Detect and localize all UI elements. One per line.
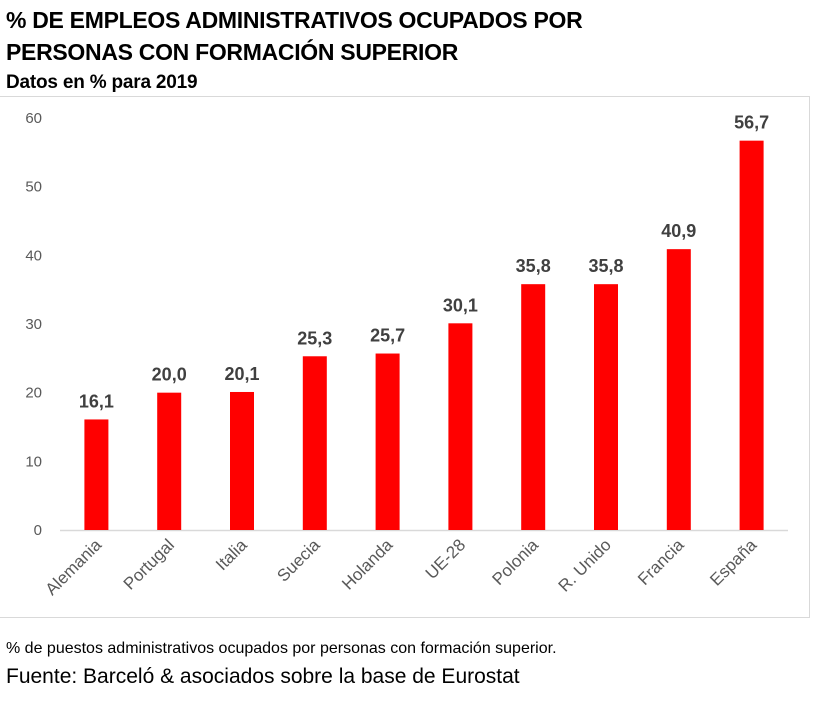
y-tick-label: 30 <box>25 316 42 333</box>
x-tick-label: Suecia <box>273 535 324 586</box>
bar <box>448 323 473 530</box>
data-label: 20,0 <box>152 365 187 385</box>
bar <box>84 419 109 530</box>
x-tick-label: Francia <box>634 535 688 589</box>
bar <box>594 284 618 530</box>
bar <box>666 249 691 531</box>
bar <box>521 284 546 530</box>
bar <box>739 140 764 530</box>
y-tick-label: 50 <box>25 179 42 196</box>
x-tick-label: UE-28 <box>422 535 470 583</box>
chart-title-line-2: PERSONAS CON FORMACIÓN SUPERIOR <box>6 39 459 65</box>
x-tick-label: Alemania <box>42 535 106 599</box>
chart-title-line-1: % DE EMPLEOS ADMINISTRATIVOS OCUPADOS PO… <box>6 7 583 33</box>
y-axis-ticks: 0 10 20 30 40 50 60 <box>25 110 42 539</box>
x-tick-label: Holanda <box>338 535 397 594</box>
data-label: 16,1 <box>79 391 114 411</box>
x-tick-label: Portugal <box>120 535 178 593</box>
data-label: 25,3 <box>297 328 332 348</box>
bars <box>84 140 764 531</box>
x-tick-label: R. Unido <box>555 535 615 595</box>
data-label: 35,8 <box>516 256 551 276</box>
chart-title: % DE EMPLEOS ADMINISTRATIVOS OCUPADOS PO… <box>6 4 583 68</box>
x-tick-label: España <box>706 535 761 590</box>
bar <box>157 392 182 530</box>
data-label: 25,7 <box>370 326 405 346</box>
bar <box>230 391 254 530</box>
y-tick-label: 10 <box>25 453 42 470</box>
data-label: 30,1 <box>443 295 478 315</box>
chart-frame <box>0 96 810 618</box>
y-tick-label: 60 <box>25 110 42 127</box>
data-label: 20,1 <box>224 364 259 384</box>
x-tick-label: Polonia <box>488 535 542 589</box>
data-label: 40,9 <box>661 221 696 241</box>
x-axis-ticks: Alemania Portugal Italia Suecia Holanda UE-28… <box>42 535 761 599</box>
y-tick-label: 40 <box>25 247 42 264</box>
data-label: 35,8 <box>588 256 623 276</box>
bar <box>302 356 327 530</box>
footnote: % de puestos administrativos ocupados po… <box>6 640 557 657</box>
x-tick-label: Italia <box>212 535 251 574</box>
chart-subtitle: Datos en % para 2019 <box>6 72 198 93</box>
data-labels: 16,1 20,0 20,1 25,3 25,7 30,1 35,8 35,8 40,9 56,7 <box>79 113 769 412</box>
source-note: Fuente: Barceló & asociados sobre la bas… <box>6 665 520 688</box>
y-tick-label: 0 <box>34 522 42 539</box>
bar <box>375 353 400 530</box>
data-label: 56,7 <box>734 113 769 133</box>
y-tick-label: 20 <box>25 385 42 402</box>
